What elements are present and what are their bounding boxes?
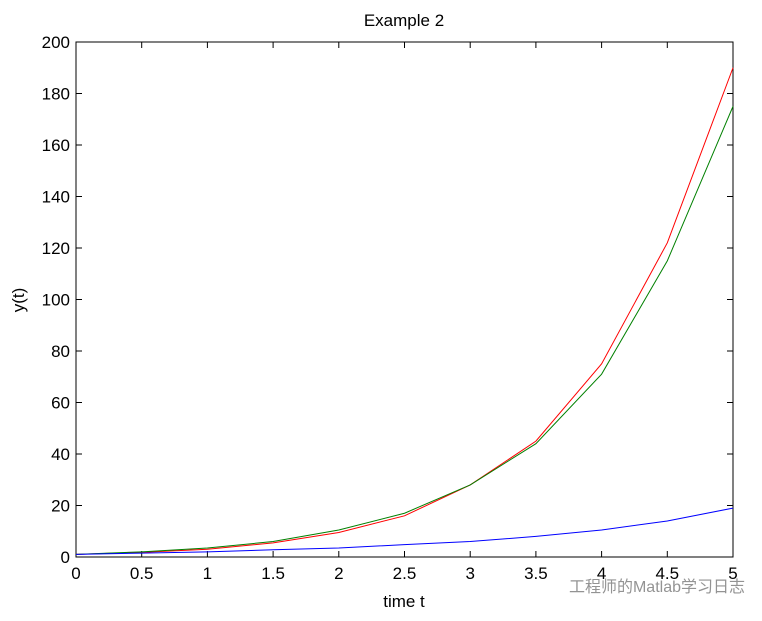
x-tick-label: 0.5 — [130, 564, 154, 583]
x-axis-label: time t — [383, 592, 425, 611]
y-tick-label: 20 — [51, 497, 70, 516]
y-tick-label: 80 — [51, 342, 70, 361]
y-tick-label: 0 — [61, 548, 70, 567]
y-tick-label: 40 — [51, 445, 70, 464]
x-tick-label: 1.5 — [261, 564, 285, 583]
x-tick-label: 4 — [597, 564, 606, 583]
y-tick-label: 120 — [42, 239, 70, 258]
y-tick-label: 100 — [42, 291, 70, 310]
x-tick-label: 0 — [71, 564, 80, 583]
y-tick-label: 60 — [51, 394, 70, 413]
series-line — [75, 507, 734, 555]
y-tick-label: 180 — [42, 85, 70, 104]
series-line — [75, 106, 734, 555]
x-tick-label: 1 — [203, 564, 212, 583]
x-tick-label: 4.5 — [655, 564, 679, 583]
series-line — [75, 67, 734, 555]
x-tick-label: 2 — [334, 564, 343, 583]
x-tick-label: 5 — [728, 564, 737, 583]
x-tick-label: 3 — [465, 564, 474, 583]
x-tick-label: 2.5 — [393, 564, 417, 583]
y-axis-label: y(t) — [9, 288, 28, 313]
watermark: 工程师的Matlab学习日志 — [569, 578, 745, 596]
y-tick-label: 200 — [42, 33, 70, 52]
chart-title: Example 2 — [364, 11, 444, 30]
x-tick-label: 3.5 — [524, 564, 548, 583]
y-tick-label: 160 — [42, 136, 70, 155]
y-tick-label: 140 — [42, 188, 70, 207]
